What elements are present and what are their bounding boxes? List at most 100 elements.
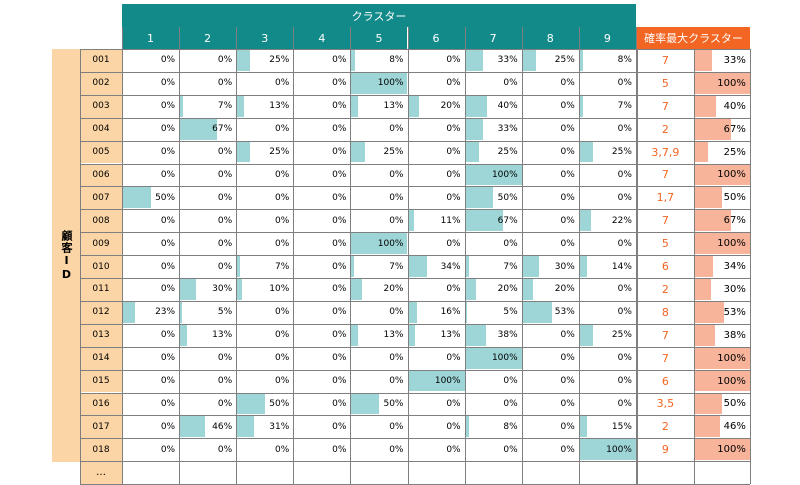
max-probability-cell: 67% [693, 209, 750, 233]
max-probability-value: 25% [723, 146, 746, 158]
probability-value: 25% [383, 147, 404, 158]
probability-value: 0% [160, 444, 176, 455]
max-probability-value: 100% [717, 375, 746, 387]
probability-value: 0% [560, 169, 575, 180]
probability-value: 0% [332, 238, 347, 249]
probability-value: 0% [217, 444, 233, 455]
probability-cell: 0% [521, 163, 579, 187]
max-cluster-cell: 2 [636, 117, 694, 141]
probability-value: 0% [560, 353, 575, 364]
probability-value: 8% [617, 55, 632, 66]
customer-id-cell: 014 [80, 346, 122, 370]
probability-value: 5% [503, 307, 518, 318]
probability-bar [350, 393, 379, 415]
probability-cell: 25% [464, 140, 522, 164]
probability-cell: 0% [179, 163, 237, 187]
probability-value: 0% [503, 444, 518, 455]
max-cluster-header: 確率最大クラスター [637, 27, 750, 49]
probability-cell: 0% [407, 346, 465, 370]
probability-cell: 0% [122, 163, 180, 187]
probability-cell: 0% [350, 438, 408, 462]
probability-value: 0% [332, 376, 347, 387]
probability-value: 0% [389, 444, 404, 455]
probability-cell: 0% [293, 117, 351, 141]
probability-cell: 46% [179, 415, 237, 439]
probability-value: 0% [160, 147, 176, 158]
max-probability-bar [693, 324, 716, 346]
probability-cell: 0% [350, 300, 408, 324]
max-probability-bar [693, 187, 722, 209]
probability-value: 0% [275, 444, 290, 455]
max-probability-bar [693, 279, 711, 300]
probability-cell: 0% [179, 140, 237, 164]
probability-bar [521, 256, 539, 277]
probability-cell: 0% [578, 163, 636, 187]
grid-line [80, 49, 81, 485]
probability-value: 0% [217, 353, 233, 364]
probability-value: 0% [275, 330, 290, 341]
probability-value: 8% [503, 421, 518, 432]
probability-bar [122, 187, 151, 209]
probability-value: 67% [497, 215, 518, 226]
max-probability-value: 53% [723, 306, 746, 318]
probability-bar [464, 256, 469, 277]
probability-cell: 8% [578, 49, 636, 72]
probability-value: 0% [217, 169, 233, 180]
probability-cell: 50% [122, 186, 180, 210]
customer-id-cell: 011 [80, 278, 122, 301]
cluster-column-header: 7 [464, 27, 522, 49]
probability-cell: 0% [350, 186, 408, 210]
probability-value: 53% [554, 307, 575, 318]
probability-value: 0% [332, 169, 347, 180]
customer-id-cell: 008 [80, 209, 122, 233]
probability-value: 0% [617, 238, 632, 249]
max-probability-bar [693, 118, 732, 140]
max-cluster-cell: 7 [636, 94, 694, 118]
probability-value: 0% [560, 101, 575, 112]
customer-id-label: 顧客ID [60, 229, 73, 282]
max-probability-bar [693, 210, 732, 232]
max-probability-bar [693, 393, 722, 415]
probability-value: 0% [332, 330, 347, 341]
probability-value: 13% [269, 101, 290, 112]
probability-cell: 0% [293, 300, 351, 324]
customer-id-label-cell: 顧客ID [52, 49, 80, 462]
cluster-column-header: 8 [521, 27, 579, 49]
max-probability-bar [693, 301, 724, 323]
probability-cell: 0% [122, 232, 180, 256]
probability-value: 25% [497, 147, 518, 158]
probability-cell: 8% [350, 49, 408, 72]
probability-value: 25% [269, 55, 290, 66]
probability-cell: 13% [236, 94, 294, 118]
probability-value: 0% [217, 78, 233, 89]
probability-bar [464, 301, 468, 323]
grid-line [749, 49, 751, 485]
probability-bar [464, 95, 488, 117]
probability-value: 13% [383, 101, 404, 112]
probability-value: 0% [617, 124, 632, 135]
probability-value: 0% [560, 215, 575, 226]
probability-value: 0% [617, 398, 632, 409]
probability-bar [236, 141, 251, 163]
probability-value: 100% [491, 353, 518, 364]
grid-line [80, 163, 750, 165]
probability-cell: 25% [236, 49, 294, 72]
probability-value: 0% [617, 284, 632, 295]
probability-value: 0% [217, 376, 233, 387]
probability-value: 0% [446, 169, 461, 180]
probability-cell: 25% [236, 140, 294, 164]
probability-cell: 0% [122, 323, 180, 347]
probability-cell: 0% [521, 323, 579, 347]
probability-value: 0% [217, 147, 233, 158]
cluster-column-header: 1 [122, 27, 180, 49]
probability-cell: 0% [578, 232, 636, 256]
probability-value: 0% [332, 261, 347, 272]
max-probability-cell: 38% [693, 323, 750, 347]
probability-cell: 100% [464, 163, 522, 187]
probability-cell: 0% [521, 209, 579, 233]
max-probability-bar [693, 233, 750, 255]
probability-value: 0% [160, 376, 176, 387]
probability-cell: 0% [407, 392, 465, 416]
max-probability-value: 50% [723, 398, 746, 410]
probability-bar [464, 50, 484, 71]
